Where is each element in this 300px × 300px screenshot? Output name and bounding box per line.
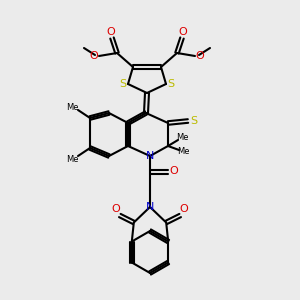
Text: O: O bbox=[196, 51, 204, 61]
Text: S: S bbox=[167, 79, 175, 89]
Text: N: N bbox=[146, 202, 154, 212]
Text: O: O bbox=[178, 27, 188, 37]
Text: Me: Me bbox=[66, 154, 78, 164]
Text: S: S bbox=[119, 79, 127, 89]
Text: O: O bbox=[90, 51, 98, 61]
Text: O: O bbox=[169, 166, 178, 176]
Text: O: O bbox=[111, 205, 120, 214]
Text: Me: Me bbox=[176, 134, 188, 142]
Text: O: O bbox=[180, 205, 189, 214]
Text: N: N bbox=[146, 151, 154, 161]
Text: Me: Me bbox=[177, 146, 189, 155]
Text: Me: Me bbox=[66, 103, 78, 112]
Text: O: O bbox=[106, 27, 116, 37]
Text: S: S bbox=[190, 116, 198, 126]
